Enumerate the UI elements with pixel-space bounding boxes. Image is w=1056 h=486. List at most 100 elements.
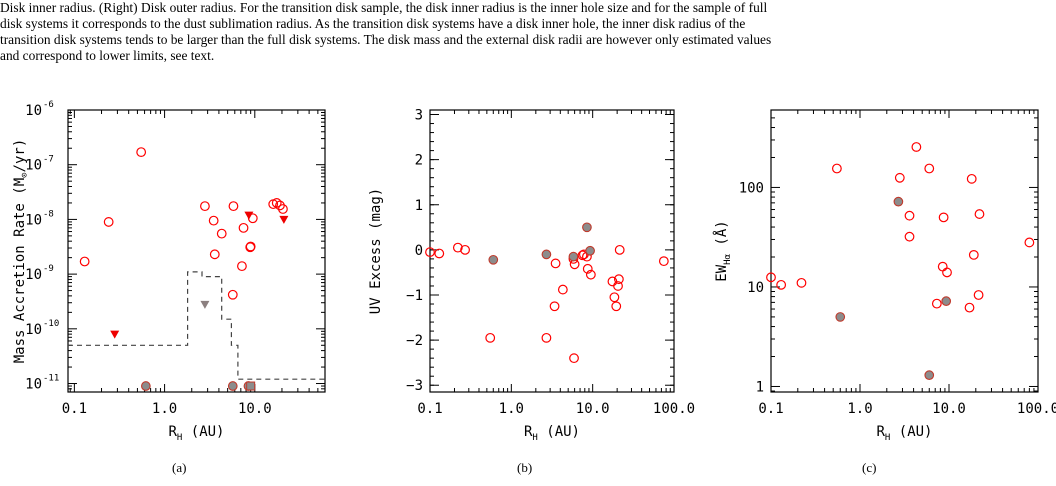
chart-panel-2: 0.1 1.0 10.0 100.0 −3 −2 −1 0 1 2 3 RH (AU) UV Exces…	[368, 108, 695, 443]
data-point-open	[425, 247, 435, 258]
data-point-filled	[568, 251, 579, 262]
data-point-open	[549, 301, 560, 312]
upper-limit-marker-filled	[200, 300, 210, 309]
data-point-filled	[585, 245, 595, 256]
data-point-open	[942, 267, 952, 278]
data-point-open	[911, 142, 922, 152]
chart-panel-3: 0.1 1.0 10.0 100.0 1 10 100 RH (AU) EWHα (Å)	[713, 109, 1056, 443]
y-axis-label: EWHα (Å)	[713, 220, 733, 281]
y-tick-exponent: -8	[43, 209, 54, 219]
data-point-open	[79, 256, 90, 267]
data-point-open	[557, 284, 568, 295]
panel-label-c: (c)	[862, 460, 877, 475]
y-tick-label: 2	[415, 153, 423, 169]
data-point-open	[894, 172, 905, 183]
y-tick-label: 100	[739, 180, 764, 196]
y-tick-label: −3	[406, 378, 423, 394]
data-point-filled	[541, 249, 552, 260]
y-tick-exponent: -9	[43, 264, 54, 274]
data-point-open	[966, 173, 977, 184]
data-point-filled	[835, 312, 846, 322]
data-point-open	[766, 272, 776, 283]
y-tick-label: −1	[406, 288, 423, 304]
data-point-open	[485, 332, 496, 343]
x-axis-label: RH (AU)	[168, 424, 224, 443]
y-tick-label: 10	[25, 377, 42, 393]
data-point-open	[974, 209, 985, 219]
x-tick-label: 10.0	[238, 401, 272, 417]
y-tick-label: 3	[415, 108, 423, 124]
plot-frame	[770, 109, 1039, 393]
data-point-open	[613, 281, 623, 291]
data-layer	[68, 147, 325, 391]
data-point-open	[237, 261, 247, 272]
data-point-filled	[924, 370, 935, 380]
x-tick-label: 1.0	[152, 401, 177, 417]
y-tick-exponent: -11	[43, 374, 59, 384]
panel-label-a: (a)	[172, 460, 187, 475]
data-point-open	[245, 241, 256, 252]
data-point-open	[938, 212, 949, 223]
upper-limit-marker	[279, 215, 289, 224]
x-tick-label: 0.1	[758, 401, 783, 417]
data-point-open	[209, 249, 220, 260]
data-point-filled	[488, 254, 499, 265]
data-point-open	[937, 261, 948, 272]
data-point-open	[227, 289, 238, 300]
x-tick-label: 10.0	[932, 401, 966, 417]
caption-line: and correspond to lower limits, see text…	[0, 48, 215, 63]
data-point-open	[208, 215, 219, 226]
data-point-open	[275, 200, 285, 211]
figure-caption: Disk inner radius. (Right) Disk outer ra…	[0, 0, 1056, 64]
data-point-open	[577, 250, 588, 261]
data-point-open	[968, 249, 979, 260]
x-axis-label: RH (AU)	[524, 424, 580, 443]
x-tick-label: 10.0	[576, 401, 610, 417]
data-point-open	[613, 274, 624, 285]
upper-limit-marker	[110, 330, 120, 339]
data-point-open	[931, 298, 942, 309]
x-axis-label: RH (AU)	[876, 424, 932, 443]
data-point-filled	[227, 381, 238, 391]
y-tick-exponent: -10	[43, 319, 59, 329]
data-point-open	[924, 163, 935, 174]
data-point-open	[658, 256, 669, 267]
caption-line: Disk inner radius. (Right) Disk outer ra…	[0, 0, 768, 15]
x-tick-label: 0.1	[62, 401, 87, 417]
sensitivity-limit-line	[68, 271, 325, 380]
data-point-filled	[893, 196, 904, 207]
x-tick-label: 100.0	[653, 401, 695, 417]
data-layer	[766, 142, 1035, 380]
data-layer	[425, 222, 669, 364]
y-tick-label: −2	[406, 333, 423, 349]
y-tick-label: 10	[25, 267, 42, 283]
caption-line: transition disk systems tends to be larg…	[0, 32, 772, 47]
data-point-filled	[941, 296, 952, 307]
y-tick-exponent: -6	[43, 100, 54, 110]
x-tick-label: 0.1	[417, 401, 442, 417]
data-point-open	[1024, 237, 1035, 248]
x-tick-label: 1.0	[499, 401, 524, 417]
data-point-open	[452, 242, 463, 253]
x-tick-label: 100.0	[1017, 401, 1056, 417]
y-tick-label: 10	[25, 158, 42, 174]
data-point-open	[585, 269, 596, 280]
data-point-open	[136, 147, 147, 157]
y-tick-label: 10	[747, 280, 764, 296]
data-point-open	[611, 301, 622, 312]
data-point-open	[434, 248, 445, 259]
y-tick-label: 10	[25, 103, 42, 119]
x-tick-label: 1.0	[847, 401, 872, 417]
data-point-open	[550, 258, 561, 269]
y-tick-label: 0	[415, 243, 423, 259]
data-point-open	[460, 244, 470, 255]
y-tick-label: 10	[25, 322, 42, 338]
caption-line: disk systems it corresponds to the dust …	[0, 16, 746, 31]
data-point-open	[904, 210, 915, 221]
data-point-open	[582, 263, 593, 274]
data-point-open	[776, 279, 787, 290]
data-point-open	[216, 228, 227, 239]
data-point-open	[200, 201, 210, 212]
